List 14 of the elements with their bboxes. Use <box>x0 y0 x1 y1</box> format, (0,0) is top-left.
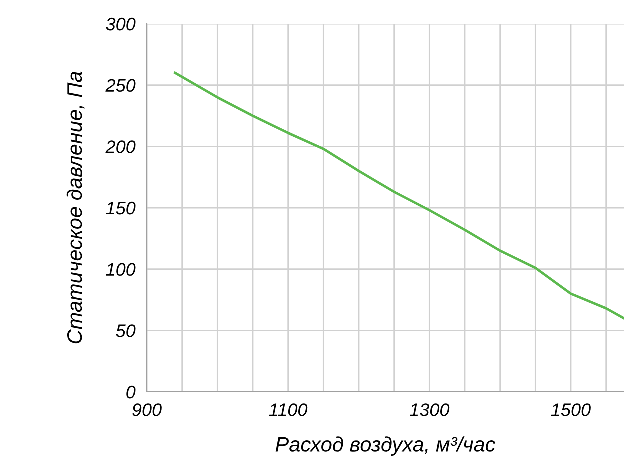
x-tick-label: 900 <box>132 404 162 416</box>
x-tick-label: 1300 <box>410 404 450 416</box>
x-tick-label: 1500 <box>551 404 591 416</box>
y-tick-label: 100 <box>106 263 136 276</box>
y-tick-label: 50 <box>116 324 136 338</box>
y-tick-label: 150 <box>106 202 136 215</box>
x-axis-title: Расход воздуха, м³/час <box>276 436 496 456</box>
x-tick-label: 1100 <box>269 404 308 416</box>
line-series <box>174 72 624 320</box>
y-tick-label: 0 <box>126 386 136 399</box>
y-tick-label: 300 <box>106 18 136 31</box>
y-axis-title: Статическое давление, Па <box>66 72 85 344</box>
y-tick-label: 200 <box>106 140 136 154</box>
y-tick-label: 250 <box>106 79 136 92</box>
